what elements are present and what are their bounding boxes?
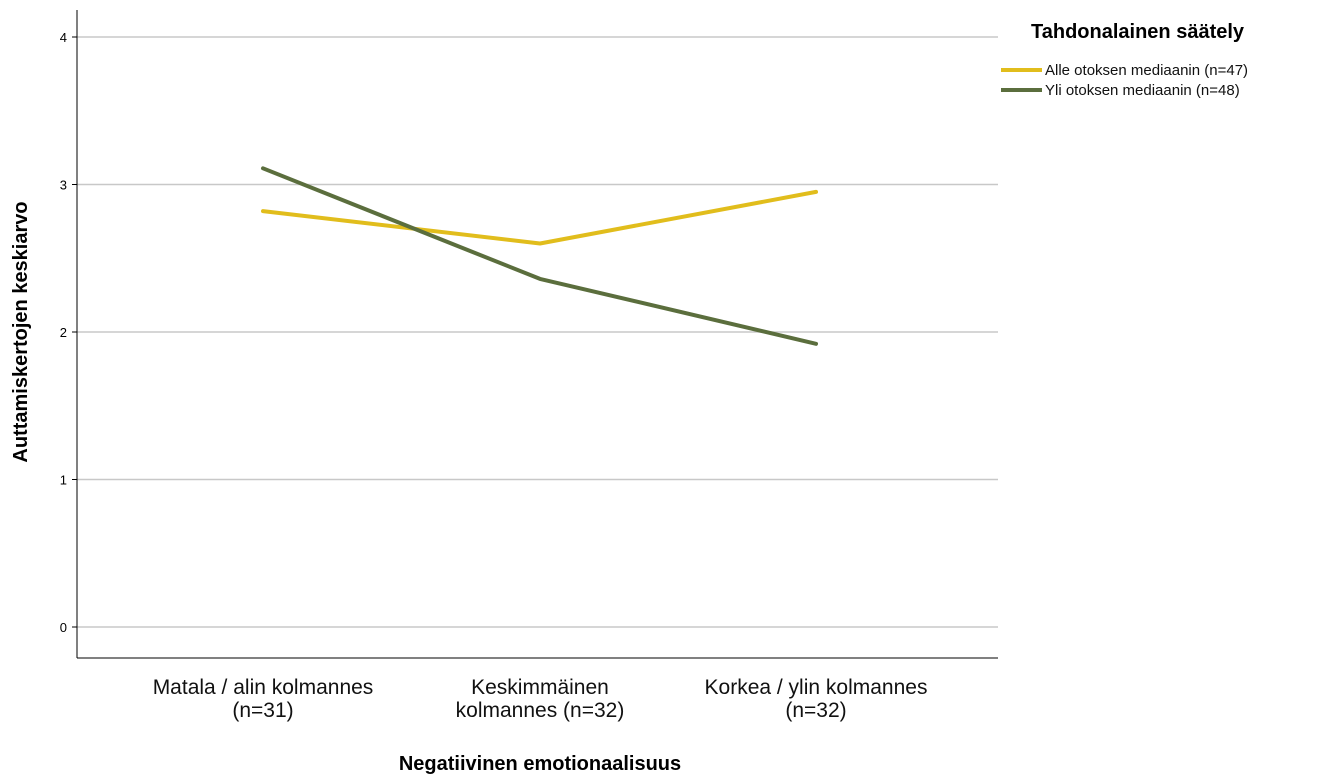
legend-items: Alle otoksen mediaanin (n=47) Yli otoksen… xyxy=(1001,62,1248,99)
legend-item: Alle otoksen mediaanin (n=47) xyxy=(1001,62,1248,79)
legend-label: Alle otoksen mediaanin (n=47) xyxy=(1045,62,1248,79)
y-tick-label: 2 xyxy=(60,325,67,340)
gridlines xyxy=(77,36,998,628)
legend: Tahdonalainen säätely Alle otoksen media… xyxy=(1001,21,1248,99)
legend-label: Yli otoksen mediaanin (n=48) xyxy=(1045,82,1240,99)
x-tick-label: Matala / alin kolmannes(n=31) xyxy=(153,676,374,722)
x-tick-labels: Matala / alin kolmannes(n=31) Keskimmäine… xyxy=(153,676,928,722)
series-line-1 xyxy=(261,189,818,246)
y-tick-label: 1 xyxy=(60,473,67,488)
axes xyxy=(76,10,998,659)
x-tick-label-line: Keskimmäinen xyxy=(471,676,609,699)
x-tick-label-line: kolmannes (n=32) xyxy=(456,699,625,722)
series-lines xyxy=(261,166,818,346)
y-tick-label: 4 xyxy=(60,30,67,45)
x-axis-title: Negatiivinen emotionaalisuus xyxy=(399,753,681,775)
legend-title: Tahdonalainen säätely xyxy=(1031,21,1245,43)
x-tick-label-line: Korkea / ylin kolmannes xyxy=(705,676,928,699)
y-tick-labels: 0 1 2 3 4 xyxy=(60,30,77,635)
x-tick-label-line: (n=31) xyxy=(232,699,293,722)
x-tick-label-line: (n=32) xyxy=(785,699,846,722)
series-line-2 xyxy=(261,166,818,346)
y-tick-label: 0 xyxy=(60,620,67,635)
x-tick-label-line: Matala / alin kolmannes xyxy=(153,676,374,699)
x-tick-label: Korkea / ylin kolmannes(n=32) xyxy=(705,676,928,722)
y-tick-label: 3 xyxy=(60,178,67,193)
legend-item: Yli otoksen mediaanin (n=48) xyxy=(1001,82,1240,99)
y-axis-title: Auttamiskertojen keskiarvo xyxy=(10,201,32,462)
